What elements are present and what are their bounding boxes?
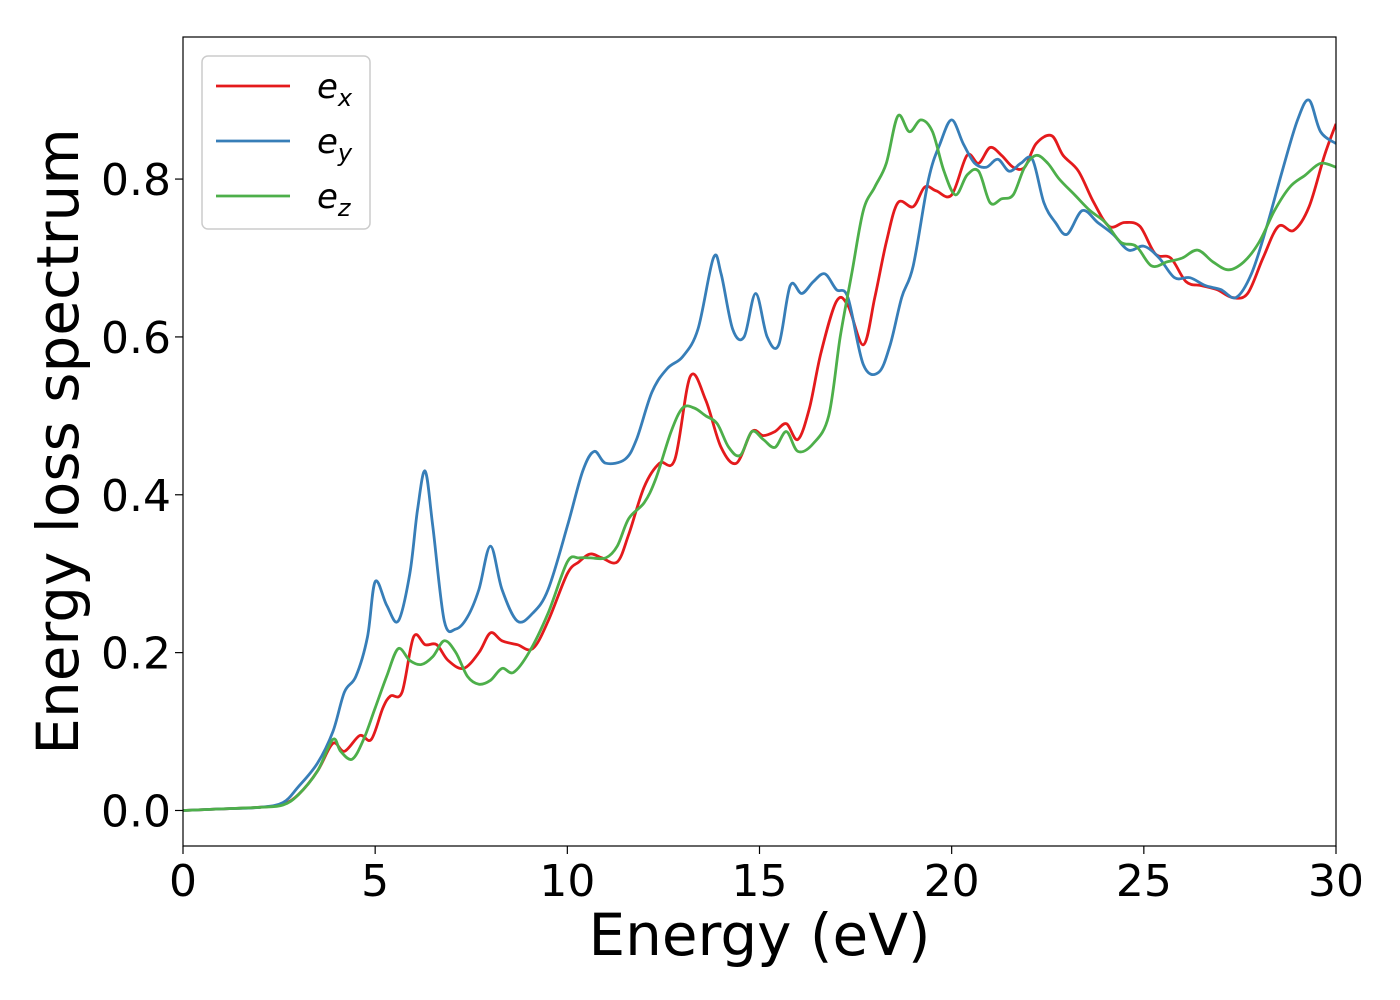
series-line-y [183,98,1336,812]
y-axis-title: Energy loss spectrum [24,128,92,754]
y-tick-label: 0.6 [101,313,171,364]
x-axis-title: Energy (eV) [588,901,930,969]
x-tick-label: 10 [539,856,595,907]
x-tick-label: 15 [732,856,788,907]
y-tick-label: 0.4 [101,471,171,522]
legend-label-x: ex [317,67,353,112]
legend-label-y: ey [317,122,353,167]
x-axis-ticks: 0 5 10 15 20 25 30 [169,846,1364,907]
x-tick-label: 5 [361,856,389,907]
y-axis-ticks: 0.0 0.2 0.4 0.6 0.8 [101,155,183,837]
x-tick-label: 30 [1308,856,1364,907]
x-tick-label: 0 [169,856,197,907]
series-line-z [183,113,1336,812]
x-tick-label: 20 [924,856,980,907]
y-tick-label: 0.0 [101,786,171,837]
legend-box [201,55,371,230]
series-layer [183,98,1336,812]
y-tick-label: 0.2 [101,629,171,680]
series-line-x [183,123,1336,812]
y-tick-label: 0.8 [101,155,171,206]
x-tick-label: 25 [1116,856,1172,907]
